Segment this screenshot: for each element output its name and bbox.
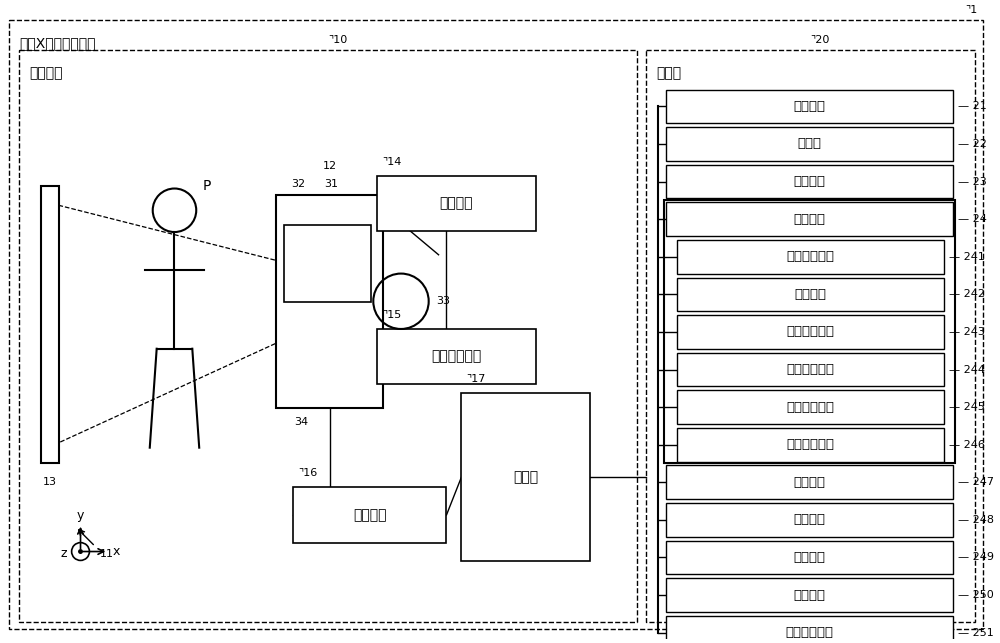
Text: 高压电源: 高压电源	[440, 196, 473, 210]
Bar	[284, 225, 371, 302]
Text: — 246: — 246	[949, 440, 985, 449]
Bar	[677, 278, 944, 311]
Text: 显示器: 显示器	[798, 138, 822, 150]
Text: 11: 11	[100, 550, 114, 559]
Text: ⌝10: ⌝10	[328, 35, 347, 45]
Text: 第二取得功能: 第二取得功能	[786, 438, 834, 451]
Text: z: z	[60, 547, 67, 560]
Text: 移动控制功能: 移动控制功能	[786, 626, 834, 639]
Bar	[41, 186, 59, 462]
Text: — 22: — 22	[958, 139, 987, 149]
Text: — 244: — 244	[949, 365, 985, 374]
Text: ⌝14: ⌝14	[382, 157, 402, 167]
Text: 控制器: 控制器	[513, 470, 538, 484]
Bar	[666, 466, 953, 499]
Text: 34: 34	[294, 417, 308, 427]
Text: x: x	[112, 545, 120, 558]
Text: 受理功能: 受理功能	[794, 288, 826, 301]
Text: 处理电路: 处理电路	[794, 213, 826, 226]
Text: ⌝20: ⌝20	[810, 35, 830, 45]
Text: y: y	[77, 509, 84, 522]
Text: 控制台: 控制台	[656, 66, 681, 80]
Bar	[664, 201, 955, 464]
Text: 光阑控制装置: 光阑控制装置	[431, 350, 482, 364]
Text: — 24: — 24	[958, 214, 987, 224]
Text: — 21: — 21	[958, 102, 987, 111]
Text: 图像生成功能: 图像生成功能	[786, 363, 834, 376]
Text: — 241: — 241	[949, 252, 985, 262]
Bar	[677, 428, 944, 462]
Bar	[377, 329, 536, 385]
Text: 输入接口: 输入接口	[794, 100, 826, 113]
Bar	[666, 165, 953, 199]
Text: P: P	[202, 179, 211, 192]
Text: — 247: — 247	[958, 477, 994, 487]
Text: — 245: — 245	[949, 402, 985, 412]
Bar	[677, 353, 944, 386]
Bar	[19, 50, 637, 622]
Text: ⌝1: ⌝1	[965, 5, 978, 15]
Bar	[377, 176, 536, 231]
Bar	[677, 240, 944, 273]
Text: — 243: — 243	[949, 327, 985, 337]
Bar	[666, 503, 953, 537]
Text: — 249: — 249	[958, 552, 994, 563]
Text: 33: 33	[437, 296, 451, 306]
Text: — 23: — 23	[958, 177, 987, 186]
Bar	[666, 203, 953, 236]
Bar	[666, 541, 953, 574]
Bar	[646, 50, 975, 622]
Text: 确定功能: 确定功能	[794, 476, 826, 489]
Text: 驱动电路: 驱动电路	[353, 508, 387, 522]
Text: 31: 31	[324, 179, 338, 188]
Circle shape	[78, 549, 83, 554]
Text: 判定功能: 判定功能	[794, 513, 826, 527]
Text: ⌝16: ⌝16	[298, 468, 317, 478]
Text: 计算功能: 计算功能	[794, 588, 826, 602]
Text: — 251: — 251	[958, 628, 994, 638]
Bar	[666, 89, 953, 123]
Bar	[677, 315, 944, 349]
Text: — 248: — 248	[958, 515, 994, 525]
Text: 13: 13	[43, 477, 57, 487]
Text: 显示控制功能: 显示控制功能	[786, 250, 834, 263]
Bar	[666, 616, 953, 643]
Text: 一般X射线摄像装置: 一般X射线摄像装置	[19, 36, 96, 50]
Text: 存储电路: 存储电路	[794, 175, 826, 188]
Text: — 250: — 250	[958, 590, 994, 600]
Text: 32: 32	[291, 179, 305, 188]
Text: 12: 12	[323, 161, 337, 171]
Bar	[276, 195, 383, 408]
Bar	[293, 487, 446, 543]
Text: ⌝15: ⌝15	[382, 310, 401, 320]
Text: — 242: — 242	[949, 289, 985, 300]
Bar	[677, 390, 944, 424]
Text: 输出功能: 输出功能	[794, 551, 826, 564]
Text: 第一取得功能: 第一取得功能	[786, 401, 834, 413]
Bar	[666, 127, 953, 161]
Bar	[666, 578, 953, 612]
Text: 摄像装置: 摄像装置	[29, 66, 63, 80]
Text: ⌝17: ⌝17	[466, 374, 486, 385]
Text: 摄像控制功能: 摄像控制功能	[786, 325, 834, 338]
Bar	[461, 394, 590, 561]
